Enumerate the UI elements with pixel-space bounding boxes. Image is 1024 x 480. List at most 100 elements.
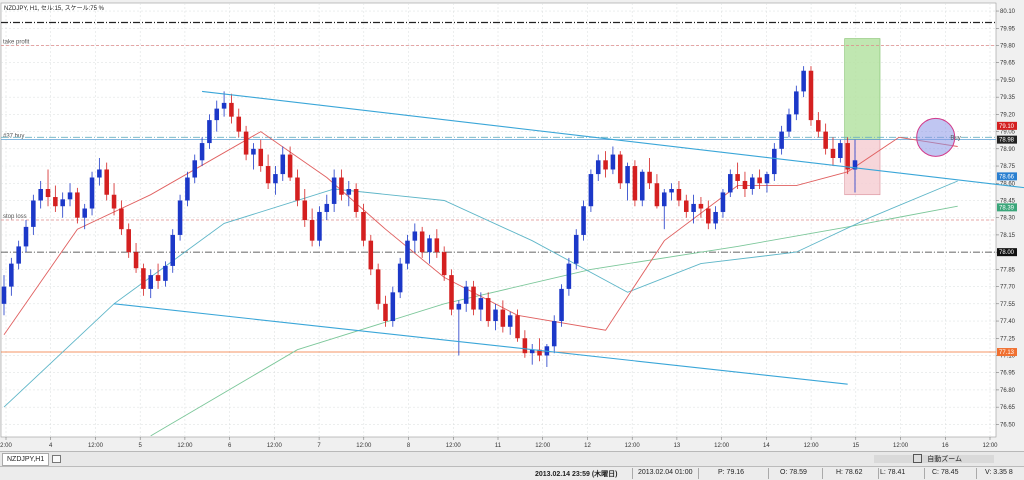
status-c: C: 78.45 — [932, 469, 959, 476]
candle-body — [207, 120, 212, 144]
y-tick-label: 79.50 — [1000, 78, 1016, 84]
y-tick-label: 78.45 — [1000, 198, 1016, 204]
candle-body — [427, 238, 432, 253]
x-tick-label: 12:00 — [804, 443, 820, 449]
candle-body — [573, 234, 579, 264]
candle-body — [522, 338, 528, 354]
tab-icon[interactable] — [52, 455, 61, 463]
candle-body — [838, 143, 843, 158]
candle-body — [537, 349, 542, 356]
candle-body — [456, 303, 462, 310]
candle-body — [471, 286, 476, 310]
x-tick-label: 5 — [139, 443, 143, 449]
candle-body — [603, 160, 608, 170]
candle-body — [713, 211, 718, 224]
price-tag-text: 77.13 — [999, 350, 1015, 356]
candle-body — [75, 192, 80, 218]
price-tag-box — [997, 172, 1017, 181]
candle-body — [38, 189, 43, 201]
candle-body — [265, 166, 271, 184]
y-tick-label: 79.65 — [1000, 61, 1016, 67]
y-tick-label: 78.60 — [1000, 181, 1016, 187]
status-p: P: 79.16 — [718, 469, 745, 476]
candle-body — [82, 208, 87, 218]
zoom-icon[interactable] — [913, 454, 922, 463]
candle-body — [287, 154, 293, 178]
candle-body — [683, 200, 689, 212]
candle-body — [251, 148, 256, 155]
candle-body — [346, 189, 352, 195]
x-tick-label: 12:00 — [714, 443, 730, 449]
candle-body — [434, 238, 440, 253]
candle-body — [750, 177, 755, 189]
candle-body — [309, 220, 315, 241]
candle-body — [515, 315, 520, 339]
candle-body — [67, 192, 73, 200]
y-tick-label: 76.50 — [1000, 422, 1016, 428]
candle-body — [302, 200, 308, 220]
x-tick-label: 12:00 — [625, 443, 641, 449]
x-tick-label: 11 — [495, 443, 502, 449]
chart-tab-bar: NZDJPY,H1 自動ズーム — [0, 451, 1024, 466]
status-v: V: 3.35 8 — [985, 469, 1013, 476]
price-chart[interactable]: 80.10 79.95 79.80 79.65 79.50 79.35 79.20 79.05… — [0, 0, 1024, 451]
price-tag-text: 78.66 — [999, 174, 1015, 180]
auto-zoom-label[interactable]: 自動ズーム — [927, 456, 962, 463]
candle-body — [375, 269, 381, 304]
candle-body — [588, 174, 594, 207]
candle-body — [199, 143, 205, 161]
y-tick-label: 77.25 — [1000, 336, 1016, 342]
y-tick-label: 77.55 — [1000, 302, 1016, 308]
candle-body — [654, 183, 660, 207]
candle-body — [691, 203, 696, 212]
candle-body — [317, 211, 322, 241]
candle-body — [772, 148, 777, 175]
candle-body — [507, 315, 513, 327]
candle-body — [16, 246, 21, 264]
ma-slow-line — [3, 180, 958, 408]
candle-body — [581, 206, 586, 235]
x-tick-label: 13 — [674, 443, 681, 449]
candle-body — [273, 174, 278, 184]
x-tick-label: 4 — [49, 443, 53, 449]
candle-body — [331, 177, 337, 204]
horizontal-scrollbar[interactable] — [874, 455, 994, 463]
candle-body — [735, 174, 740, 181]
candle-body — [478, 298, 484, 310]
candle-body — [595, 160, 601, 175]
candle-body — [192, 160, 198, 178]
status-h: H: 78.62 — [836, 469, 863, 476]
candle-body — [405, 240, 410, 264]
x-tick-label: 12:00 — [446, 443, 462, 449]
candle-body — [698, 203, 704, 209]
candle-body — [779, 131, 784, 149]
price-level-label: #37 buy — [3, 134, 24, 140]
tab-nzdjpy-h1[interactable]: NZDJPY,H1 — [2, 453, 50, 466]
y-tick-label: 77.40 — [1000, 319, 1016, 325]
y-tick-label: 78.75 — [1000, 164, 1016, 170]
y-tick-label: 80.10 — [1000, 9, 1016, 15]
candle-body — [794, 91, 799, 115]
x-tick-label: 12:00 — [356, 443, 372, 449]
candle-body — [148, 275, 153, 289]
candle-body — [383, 303, 388, 322]
candle-body — [133, 252, 139, 269]
candle-body — [742, 180, 748, 189]
status-datetime: 2013.02.14 23:59 (木曜日) — [535, 471, 618, 478]
candle-body — [617, 154, 623, 184]
price-tag-box — [997, 348, 1017, 357]
candle-body — [397, 263, 403, 293]
candle-body — [610, 154, 616, 170]
candle-body — [361, 211, 366, 241]
x-tick-label: 15 — [852, 443, 859, 449]
candle-body — [485, 298, 491, 322]
status-bar: 2013.02.14 23:59 (木曜日) 2013.02.04 01:00 … — [0, 466, 1024, 480]
x-tick-label: 12:00 — [982, 443, 998, 449]
candle-body — [551, 321, 557, 347]
chart-title: NZDJPY, H1, セル:15, スケール:75 % — [4, 5, 105, 12]
candle-body — [31, 200, 36, 227]
price-tag-box — [997, 121, 1017, 130]
candle-body — [119, 208, 124, 230]
y-tick-label: 77.70 — [1000, 285, 1016, 291]
